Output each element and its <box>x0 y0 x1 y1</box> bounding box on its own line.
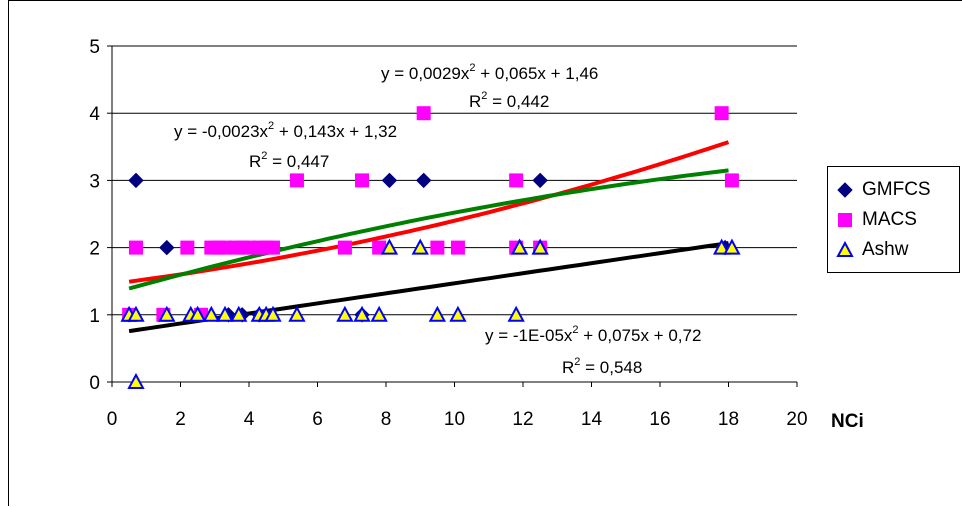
legend-label-macs: MACS <box>862 209 917 230</box>
ashw-r2: R2 = 0,548 <box>562 356 642 377</box>
y-tick-label: 4 <box>89 104 100 125</box>
point-gmfcs <box>159 239 175 256</box>
point-gmfcs <box>532 172 548 189</box>
x-tick-label: 8 <box>381 409 392 430</box>
y-tick-label: 3 <box>89 171 100 192</box>
triangle-marker-icon <box>836 240 854 257</box>
point-macs <box>289 173 304 188</box>
legend: GMFCS MACS Ashw <box>827 166 960 273</box>
point-ashw <box>531 238 549 255</box>
y-tick-label: 0 <box>89 373 100 394</box>
point-ashw <box>188 305 207 322</box>
y-tick-label: 5 <box>89 37 100 58</box>
x-tick-label: 18 <box>718 409 739 430</box>
x-tick-label: 12 <box>512 409 533 430</box>
point-ashw <box>288 305 306 322</box>
diamond-marker-icon <box>837 182 853 198</box>
point-macs <box>265 240 280 255</box>
gridlines <box>112 45 797 316</box>
x-axis-label: NCi <box>831 411 864 432</box>
point-macs <box>450 240 465 255</box>
legend-item-gmfcs: GMFCS <box>828 175 959 205</box>
macs-equation: y = 0,0029x2 + 0,065x + 1,46 <box>381 62 598 83</box>
point-gmfcs <box>415 172 432 189</box>
point-ashw <box>449 305 467 322</box>
legend-item-ashw: Ashw <box>828 235 959 265</box>
x-tick-label: 20 <box>786 409 807 430</box>
x-tick-label: 6 <box>312 409 323 430</box>
point-macs <box>430 240 445 255</box>
point-macs <box>724 173 739 188</box>
legend-label-gmfcs: GMFCS <box>862 179 931 200</box>
point-ashw <box>264 305 282 322</box>
point-ashw <box>411 238 429 255</box>
point-ashw <box>723 238 741 255</box>
point-ashw <box>428 305 447 322</box>
x-tick-label: 4 <box>244 409 255 430</box>
x-tick-label: 0 <box>107 409 118 430</box>
point-gmfcs <box>128 172 144 189</box>
point-ashw <box>510 238 529 255</box>
x-tick-label: 10 <box>444 409 465 430</box>
point-ashw <box>127 372 145 389</box>
x-tick-label: 14 <box>581 409 603 430</box>
point-gmfcs <box>381 172 398 189</box>
gmfcs-r2: R2 = 0,447 <box>249 150 329 171</box>
legend-label-ashw: Ashw <box>862 239 909 260</box>
macs-r2: R2 = 0,442 <box>469 90 549 111</box>
x-tick-label: 16 <box>649 409 670 430</box>
point-macs <box>416 106 431 121</box>
point-ashw <box>507 305 525 322</box>
point-macs <box>337 240 352 255</box>
data-points <box>120 106 741 389</box>
point-ashw <box>230 305 248 322</box>
y-tick-label: 2 <box>89 239 100 260</box>
point-ashw <box>370 305 388 322</box>
trendlines <box>128 140 730 334</box>
trendline-macs <box>128 140 730 284</box>
point-ashw <box>202 305 220 322</box>
point-ashw <box>380 238 399 255</box>
gmfcs-equation: y = -0,0023x2 + 0,143x + 1,32 <box>174 120 397 141</box>
point-macs <box>355 173 370 188</box>
y-tick-label: 1 <box>89 306 100 327</box>
legend-item-macs: MACS <box>828 205 959 235</box>
point-macs <box>128 240 143 255</box>
point-ashw <box>353 305 371 322</box>
point-ashw <box>712 238 731 255</box>
point-ashw <box>336 305 354 322</box>
point-macs <box>509 173 524 188</box>
point-macs <box>180 240 195 255</box>
point-ashw <box>158 305 176 322</box>
point-ashw <box>127 305 145 322</box>
ashw-equation: y = -1E-05x2 + 0,075x + 0,72 <box>485 324 701 345</box>
trendline-gmfcs <box>128 168 729 291</box>
point-macs <box>714 106 729 121</box>
square-marker-icon <box>838 213 852 227</box>
x-tick-label: 2 <box>175 409 186 430</box>
point-ashw <box>216 305 234 322</box>
chart-frame: 0 1 2 3 4 5 0 2 4 6 8 10 12 14 16 18 20 y = 0,0029x2 + 0… <box>8 0 962 506</box>
